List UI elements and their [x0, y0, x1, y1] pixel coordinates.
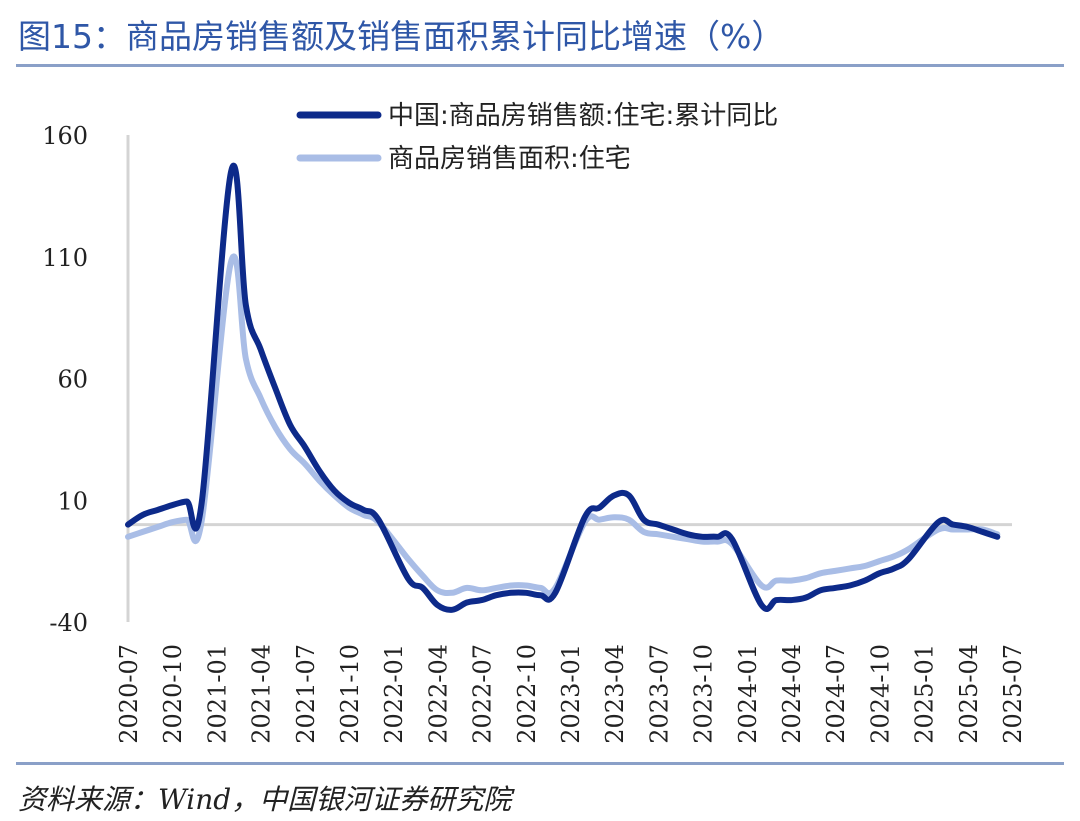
x-tick-label: 2021-10: [336, 644, 364, 744]
x-tick-label: 2025-04: [955, 644, 983, 744]
series-line-2: [125, 253, 1001, 597]
source-note: 资料来源：Wind，中国银河证券研究院: [18, 783, 512, 816]
chart-title: 图15：商品房销售额及销售面积累计同比增速（%）: [18, 17, 785, 56]
x-tick-label: 2022-07: [469, 644, 497, 744]
title-divider: [16, 64, 1064, 67]
legend-label-series-2: 商品房销售面积:住宅: [388, 144, 631, 174]
x-tick-label: 2022-04: [424, 644, 452, 744]
x-tick-label: 2022-01: [380, 644, 408, 744]
x-tick-label: 2025-01: [911, 644, 939, 744]
x-tick-label: 2023-01: [557, 644, 585, 744]
source-divider: [16, 762, 1064, 765]
y-tick-label: -40: [49, 609, 88, 637]
x-tick-label: 2021-07: [292, 644, 320, 744]
chart: 160 110 60 10 -40 2020-07 2020-10 2021-01 2021-…: [42, 101, 1027, 744]
x-tick-label: 2021-01: [203, 644, 231, 744]
x-tick-label: 2024-07: [822, 644, 850, 744]
x-tick-label: 2022-10: [513, 644, 541, 744]
y-axis-ticks: 160 110 60 10 -40: [42, 122, 88, 637]
series-lines: [125, 162, 1001, 613]
x-tick-label: 2020-10: [159, 644, 187, 744]
x-tick-label: 2023-10: [690, 644, 718, 744]
y-tick-label: 160: [42, 122, 88, 150]
x-tick-label: 2024-10: [866, 644, 894, 744]
y-tick-label: 60: [57, 366, 88, 394]
x-tick-label: 2024-04: [778, 644, 806, 744]
legend-label-series-1: 中国:商品房销售额:住宅:累计同比: [388, 101, 778, 131]
x-axis-ticks: 2020-07 2020-10 2021-01 2021-04 2021-07 2021-…: [115, 644, 1027, 744]
series-line-1: [125, 162, 1001, 613]
x-tick-label: 2021-04: [248, 644, 276, 744]
legend: 中国:商品房销售额:住宅:累计同比 商品房销售面积:住宅: [296, 101, 778, 174]
x-tick-label: 2024-01: [734, 644, 762, 744]
y-tick-label: 10: [57, 487, 88, 515]
x-tick-label: 2023-04: [601, 644, 629, 744]
x-tick-label: 2020-07: [115, 644, 143, 744]
x-tick-label: 2023-07: [645, 644, 673, 744]
y-tick-label: 110: [42, 244, 88, 272]
x-tick-label: 2025-07: [999, 644, 1027, 744]
